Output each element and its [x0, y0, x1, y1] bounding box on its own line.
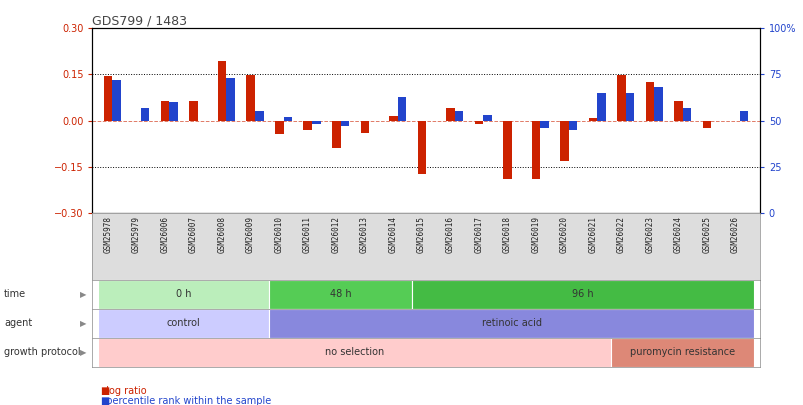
Bar [340, 121, 349, 126]
Bar [104, 76, 112, 121]
Text: GSM26023: GSM26023 [645, 216, 654, 253]
Text: GSM26022: GSM26022 [616, 216, 625, 253]
Bar [226, 78, 234, 121]
Text: GSM25979: GSM25979 [132, 216, 141, 253]
Text: ■: ■ [100, 396, 110, 405]
Bar [560, 121, 568, 160]
Text: no selection: no selection [324, 347, 384, 357]
Bar [141, 108, 149, 121]
Bar [625, 93, 634, 121]
Text: GSM26024: GSM26024 [673, 216, 682, 253]
Bar [531, 121, 540, 179]
Bar [255, 111, 263, 121]
Bar [98, 280, 269, 309]
Bar [218, 61, 226, 121]
Bar [568, 121, 577, 130]
Text: GSM26021: GSM26021 [588, 216, 597, 253]
Bar [483, 115, 491, 121]
Bar [169, 102, 177, 121]
Bar [360, 121, 369, 133]
Text: GSM26009: GSM26009 [246, 216, 255, 253]
Text: GSM26015: GSM26015 [417, 216, 426, 253]
Text: GSM25978: GSM25978 [104, 216, 112, 253]
Text: percentile rank within the sample: percentile rank within the sample [100, 396, 271, 405]
Bar [611, 338, 753, 367]
Text: control: control [167, 318, 200, 328]
Text: agent: agent [4, 318, 32, 328]
Text: GSM26017: GSM26017 [474, 216, 483, 253]
Bar [275, 121, 283, 134]
Text: GSM26007: GSM26007 [189, 216, 198, 253]
Bar [702, 121, 711, 128]
Bar [474, 121, 483, 124]
Text: puromycin resistance: puromycin resistance [630, 347, 735, 357]
Text: GSM26020: GSM26020 [559, 216, 568, 253]
Text: GSM26014: GSM26014 [388, 216, 397, 253]
Text: ▶: ▶ [79, 290, 86, 299]
Text: GDS799 / 1483: GDS799 / 1483 [92, 14, 187, 27]
Bar [739, 111, 748, 121]
Text: log ratio: log ratio [100, 386, 147, 396]
Bar [454, 111, 463, 121]
Bar [654, 87, 662, 121]
Text: GSM26011: GSM26011 [303, 216, 312, 253]
Text: GSM26012: GSM26012 [331, 216, 340, 253]
Bar [269, 280, 411, 309]
Text: 0 h: 0 h [176, 290, 191, 299]
Bar [446, 108, 454, 121]
Bar [588, 117, 597, 121]
Text: GSM26010: GSM26010 [274, 216, 283, 253]
Bar [98, 338, 611, 367]
Bar [283, 117, 291, 121]
Text: retinoic acid: retinoic acid [481, 318, 541, 328]
Bar [597, 93, 605, 121]
Bar [269, 309, 753, 338]
Bar [682, 108, 691, 121]
Bar [312, 121, 320, 124]
Text: ■: ■ [100, 386, 110, 396]
Bar [503, 121, 511, 179]
Text: GSM26025: GSM26025 [702, 216, 711, 253]
Bar [190, 100, 198, 121]
Bar [161, 100, 169, 121]
Bar [303, 121, 312, 130]
Bar [397, 97, 406, 121]
Text: GSM26006: GSM26006 [161, 216, 169, 253]
Text: growth protocol: growth protocol [4, 347, 80, 357]
Bar [617, 75, 625, 121]
Text: ▶: ▶ [79, 319, 86, 328]
Bar [645, 82, 654, 121]
Bar [674, 100, 682, 121]
Text: 96 h: 96 h [572, 290, 593, 299]
Text: 48 h: 48 h [329, 290, 351, 299]
Text: GSM26008: GSM26008 [218, 216, 226, 253]
Text: GSM26013: GSM26013 [360, 216, 369, 253]
Bar [332, 121, 340, 148]
Text: GSM26019: GSM26019 [531, 216, 540, 253]
Text: GSM26018: GSM26018 [502, 216, 511, 253]
Bar [112, 80, 120, 121]
Bar [247, 75, 255, 121]
Text: GSM26016: GSM26016 [445, 216, 454, 253]
Text: time: time [4, 290, 26, 299]
Bar [417, 121, 426, 175]
Text: GSM26026: GSM26026 [730, 216, 739, 253]
Bar [98, 309, 269, 338]
Bar [411, 280, 753, 309]
Bar [540, 121, 548, 128]
Text: ▶: ▶ [79, 347, 86, 357]
Bar [389, 116, 397, 121]
